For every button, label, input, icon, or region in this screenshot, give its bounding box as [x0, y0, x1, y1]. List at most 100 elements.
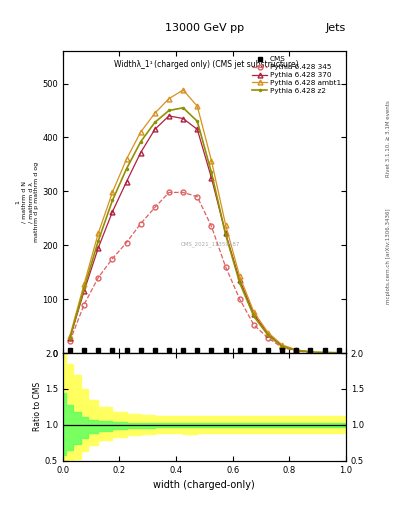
- Pythia 6.428 ambt1: [252, 309, 256, 315]
- CMS: [138, 347, 143, 353]
- Pythia 6.428 370: [138, 150, 143, 156]
- Pythia 6.428 z2: [308, 349, 313, 355]
- CMS: [223, 347, 228, 353]
- Pythia 6.428 370: [152, 126, 157, 133]
- CMS: [252, 347, 256, 353]
- CMS: [308, 347, 313, 353]
- Pythia 6.428 ambt1: [82, 281, 86, 287]
- Pythia 6.428 370: [195, 126, 200, 133]
- CMS: [336, 347, 341, 353]
- CMS: [237, 347, 242, 353]
- Pythia 6.428 345: [110, 255, 115, 262]
- Pythia 6.428 z2: [110, 198, 115, 204]
- Pythia 6.428 z2: [336, 350, 341, 356]
- Pythia 6.428 345: [209, 223, 214, 229]
- CMS: [322, 347, 327, 353]
- Pythia 6.428 z2: [280, 344, 285, 350]
- Pythia 6.428 345: [237, 296, 242, 302]
- CMS: [124, 347, 129, 353]
- Legend: CMS, Pythia 6.428 345, Pythia 6.428 370, Pythia 6.428 ambt1, Pythia 6.428 z2: CMS, Pythia 6.428 345, Pythia 6.428 370,…: [251, 55, 342, 95]
- Pythia 6.428 370: [110, 209, 115, 215]
- Pythia 6.428 ambt1: [266, 329, 270, 335]
- CMS: [68, 347, 72, 353]
- Pythia 6.428 345: [124, 240, 129, 246]
- Pythia 6.428 345: [82, 302, 86, 308]
- Pythia 6.428 370: [167, 113, 171, 119]
- Pythia 6.428 z2: [96, 238, 101, 244]
- Pythia 6.428 345: [68, 338, 72, 344]
- Pythia 6.428 ambt1: [308, 349, 313, 355]
- Pythia 6.428 345: [96, 274, 101, 281]
- Pythia 6.428 z2: [138, 139, 143, 145]
- Pythia 6.428 345: [167, 189, 171, 196]
- Pythia 6.428 345: [223, 264, 228, 270]
- CMS: [152, 347, 157, 353]
- CMS: [82, 347, 86, 353]
- CMS: [209, 347, 214, 353]
- Line: CMS: CMS: [68, 348, 341, 353]
- Pythia 6.428 ambt1: [181, 87, 185, 93]
- Pythia 6.428 ambt1: [280, 342, 285, 348]
- Text: Rivet 3.1.10, ≥ 3.1M events: Rivet 3.1.10, ≥ 3.1M events: [386, 100, 391, 177]
- CMS: [167, 347, 171, 353]
- CMS: [280, 347, 285, 353]
- Pythia 6.428 370: [237, 277, 242, 283]
- Pythia 6.428 370: [294, 347, 299, 353]
- Pythia 6.428 ambt1: [167, 96, 171, 102]
- CMS: [96, 347, 101, 353]
- Pythia 6.428 370: [223, 230, 228, 237]
- Text: mcplots.cern.ch [arXiv:1306.3436]: mcplots.cern.ch [arXiv:1306.3436]: [386, 208, 391, 304]
- CMS: [110, 347, 115, 353]
- Pythia 6.428 z2: [68, 335, 72, 341]
- Text: CMS_2021_11359187: CMS_2021_11359187: [180, 242, 240, 247]
- Pythia 6.428 z2: [266, 332, 270, 338]
- Pythia 6.428 ambt1: [223, 222, 228, 228]
- Pythia 6.428 ambt1: [195, 103, 200, 109]
- Pythia 6.428 370: [266, 331, 270, 337]
- Pythia 6.428 z2: [252, 313, 256, 319]
- Pythia 6.428 ambt1: [237, 273, 242, 280]
- Pythia 6.428 z2: [167, 108, 171, 114]
- Text: Widthλ_1¹ (charged only) (CMS jet substructure): Widthλ_1¹ (charged only) (CMS jet substr…: [114, 60, 298, 69]
- Pythia 6.428 345: [252, 322, 256, 328]
- Pythia 6.428 370: [96, 245, 101, 251]
- Pythia 6.428 345: [181, 189, 185, 196]
- CMS: [294, 347, 299, 353]
- CMS: [266, 347, 270, 353]
- Line: Pythia 6.428 z2: Pythia 6.428 z2: [68, 105, 341, 355]
- Pythia 6.428 345: [138, 221, 143, 227]
- Line: Pythia 6.428 345: Pythia 6.428 345: [68, 190, 313, 355]
- Pythia 6.428 345: [152, 204, 157, 210]
- Pythia 6.428 ambt1: [138, 129, 143, 135]
- Text: 13000 GeV pp: 13000 GeV pp: [165, 23, 244, 33]
- Line: Pythia 6.428 370: Pythia 6.428 370: [68, 114, 313, 354]
- Y-axis label: Ratio to CMS: Ratio to CMS: [33, 382, 42, 432]
- Pythia 6.428 z2: [223, 231, 228, 238]
- CMS: [195, 347, 200, 353]
- Pythia 6.428 370: [124, 179, 129, 185]
- Pythia 6.428 z2: [152, 119, 157, 125]
- Pythia 6.428 ambt1: [152, 110, 157, 116]
- Pythia 6.428 370: [209, 175, 214, 181]
- Pythia 6.428 z2: [124, 165, 129, 172]
- Pythia 6.428 ambt1: [68, 333, 72, 339]
- Pythia 6.428 ambt1: [294, 347, 299, 353]
- Pythia 6.428 ambt1: [209, 158, 214, 164]
- Pythia 6.428 z2: [82, 285, 86, 291]
- Pythia 6.428 z2: [195, 118, 200, 124]
- Pythia 6.428 370: [308, 349, 313, 355]
- Pythia 6.428 ambt1: [124, 156, 129, 162]
- Line: Pythia 6.428 ambt1: Pythia 6.428 ambt1: [68, 88, 313, 354]
- Pythia 6.428 345: [195, 194, 200, 200]
- Pythia 6.428 z2: [181, 105, 185, 111]
- Pythia 6.428 370: [280, 343, 285, 349]
- Pythia 6.428 345: [266, 335, 270, 341]
- X-axis label: width (charged-only): width (charged-only): [154, 480, 255, 490]
- Pythia 6.428 z2: [209, 169, 214, 176]
- CMS: [181, 347, 185, 353]
- Pythia 6.428 345: [280, 345, 285, 351]
- Pythia 6.428 ambt1: [96, 230, 101, 237]
- Pythia 6.428 ambt1: [110, 189, 115, 196]
- Pythia 6.428 370: [181, 116, 185, 122]
- Pythia 6.428 z2: [237, 280, 242, 286]
